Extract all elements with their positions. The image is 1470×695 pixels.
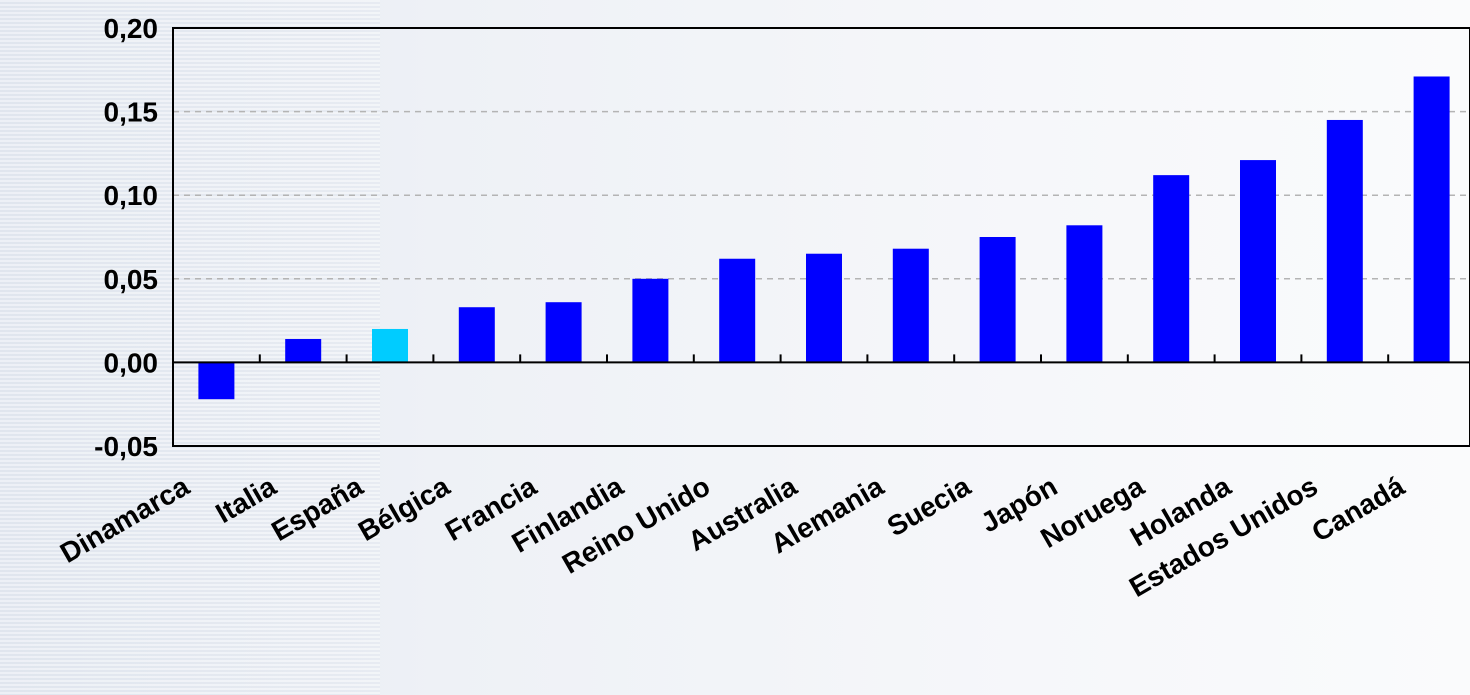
bar-12 (1153, 175, 1190, 363)
bar-9 (892, 248, 929, 363)
bar-2 (285, 338, 322, 363)
bar-3 (372, 328, 408, 363)
x-tick-label: Canadá (1306, 470, 1409, 548)
plot-border (172, 27, 1470, 447)
bar-10 (979, 237, 1016, 363)
x-tick-label: Bélgica (353, 470, 455, 547)
plot-frame (172, 27, 1470, 447)
bar-15 (1413, 76, 1450, 363)
x-tick-label: Dinamarca (55, 470, 195, 569)
x-tick-label: Suecia (882, 470, 976, 542)
bars (198, 76, 1450, 400)
bar-13 (1240, 160, 1276, 363)
bar-6 (632, 278, 669, 363)
bar-7 (719, 258, 756, 363)
x-tick-label: España (266, 470, 368, 547)
bar-4 (458, 307, 495, 363)
y-tick-label: 0,10 (104, 180, 159, 211)
bar-14 (1326, 119, 1363, 363)
y-axis-tick-labels: -0,05 0,00 0,05 0,10 0,15 0,20 (94, 13, 158, 462)
y-tick-label: 0,15 (104, 97, 159, 128)
y-tick-label: 0,20 (104, 13, 159, 44)
x-axis-tick-labels: Dinamarca ItaliaEspañaBélgicaFranciaFinla… (55, 470, 1410, 603)
bar-11 (1066, 225, 1103, 363)
y-tick-label: 0,00 (104, 347, 159, 378)
y-tick-label: -0,05 (94, 431, 158, 462)
y-tick-label: 0,05 (104, 264, 159, 295)
bar-8 (806, 253, 842, 363)
bar-5 (545, 302, 582, 363)
bar-1 (198, 362, 235, 400)
